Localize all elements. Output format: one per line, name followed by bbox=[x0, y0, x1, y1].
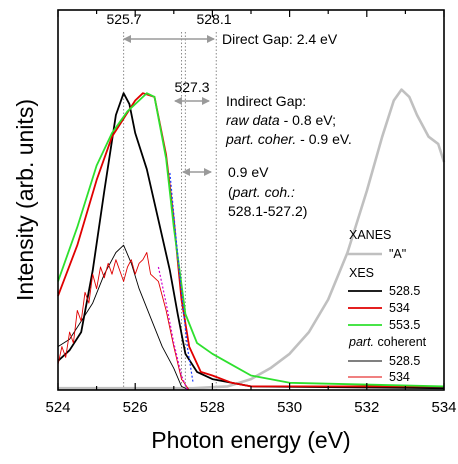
x-axis-title: Photon energy (eV) bbox=[151, 427, 350, 453]
indirect-pc-label: part. coher. bbox=[225, 131, 296, 147]
legend-label-xanes: "A" bbox=[389, 247, 406, 261]
x-tick-label: 526 bbox=[123, 399, 148, 416]
series-line-6 bbox=[169, 172, 194, 383]
label-527-3: 527.3 bbox=[174, 79, 209, 95]
x-tick-label: 530 bbox=[277, 399, 302, 416]
plot-frame bbox=[57, 9, 445, 391]
y-axis-title: Intensity (arb. units) bbox=[12, 99, 38, 301]
series-line-3 bbox=[57, 92, 445, 388]
direct-gap-text: Direct Gap: 2.4 eV bbox=[222, 31, 338, 47]
indirect-raw-value: - 0.8 eV; bbox=[280, 112, 336, 128]
legend: XANES "A" XES 528.5 534 553.5 part. cohe… bbox=[348, 228, 427, 384]
x-tick-label: 534 bbox=[431, 399, 456, 416]
x-tick-label: 524 bbox=[45, 399, 70, 416]
indirect-gap-raw: raw data - 0.8 eV; bbox=[226, 112, 336, 128]
gap-value-text: 0.9 eV bbox=[228, 164, 269, 180]
series-group bbox=[57, 88, 446, 391]
legend-xanes-header: XANES bbox=[349, 228, 391, 242]
legend-label-pc-528-5: 528.5 bbox=[389, 354, 420, 368]
legend-pc-header: part. coherent bbox=[348, 335, 427, 349]
gap-note-1: (part. coh.: bbox=[228, 184, 295, 200]
legend-label-xes-553-5: 553.5 bbox=[389, 318, 420, 332]
x-tick-label: 528 bbox=[200, 399, 225, 416]
indirect-gap-title: Indirect Gap: bbox=[226, 93, 306, 109]
series-line-5 bbox=[57, 252, 190, 391]
legend-xes-header: XES bbox=[349, 266, 374, 280]
indirect-raw-label: raw data bbox=[226, 112, 280, 128]
series-line-7 bbox=[157, 266, 188, 391]
legend-label-xes-528-5: 528.5 bbox=[389, 284, 420, 298]
series-line-1 bbox=[57, 92, 445, 390]
label-528-1: 528.1 bbox=[196, 11, 231, 27]
series-line-4 bbox=[57, 244, 190, 391]
x-tick-label: 532 bbox=[354, 399, 379, 416]
gap-note-1-italic: part. coh.: bbox=[232, 184, 295, 200]
legend-label-pc-534: 534 bbox=[389, 370, 410, 384]
label-525-7: 525.7 bbox=[106, 11, 141, 27]
indirect-gap-pc: part. coher. - 0.9 eV. bbox=[225, 131, 352, 147]
legend-label-xes-534: 534 bbox=[389, 301, 410, 315]
indirect-pc-value: - 0.9 eV. bbox=[296, 131, 352, 147]
series-line-0 bbox=[58, 88, 446, 390]
gap-note-2: 528.1-527.2) bbox=[228, 203, 307, 219]
x-ticks: 524 526 528 530 532 534 bbox=[45, 10, 457, 416]
